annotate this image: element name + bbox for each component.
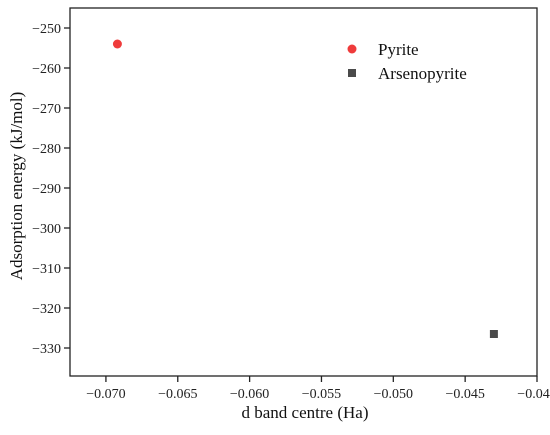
data-point-arsenopyrite <box>489 330 498 338</box>
legend-label-arsenopyrite: Arsenopyrite <box>378 64 467 83</box>
legend-marker-pyrite <box>347 44 357 54</box>
x-axis-ticks: −0.070 −0.065 −0.060 −0.055 −0.050 −0.045 −0.0… <box>86 376 550 402</box>
y-tick-label: −320 <box>32 302 61 317</box>
x-tick-label: −0.060 <box>230 387 269 402</box>
y-tick-label: −330 <box>32 342 61 357</box>
x-axis-title: d band centre (Ha) <box>242 403 369 422</box>
x-tick-label: −0.045 <box>445 387 484 402</box>
y-tick-label: −310 <box>32 262 61 277</box>
legend-label-pyrite: Pyrite <box>378 40 419 59</box>
x-tick-label: −0.065 <box>158 387 197 402</box>
legend-marker-arsenopyrite <box>348 69 356 77</box>
y-tick-label: −300 <box>32 222 61 237</box>
y-axis-ticks: −250 −260 −270 −280 −290 −300 −310 −320 −330 <box>32 22 70 357</box>
x-tick-label: −0.050 <box>374 387 413 402</box>
plot-border <box>69 7 538 377</box>
plot-frame <box>69 7 538 377</box>
y-axis-title: Adsorption energy (kJ/mol) <box>7 92 26 281</box>
y-tick-label: −290 <box>32 182 61 197</box>
y-tick-label: −270 <box>32 102 61 117</box>
x-tick-label: −0.055 <box>302 387 341 402</box>
legend: Pyrite Arsenopyrite <box>347 40 467 83</box>
x-tick-label: −0.070 <box>86 387 125 402</box>
y-tick-label: −260 <box>32 62 61 77</box>
y-tick-label: −250 <box>32 22 61 37</box>
x-tick-label: −0.040 <box>517 387 550 402</box>
y-tick-label: −280 <box>32 142 61 157</box>
data-points <box>112 39 498 338</box>
data-point-pyrite <box>112 39 122 49</box>
